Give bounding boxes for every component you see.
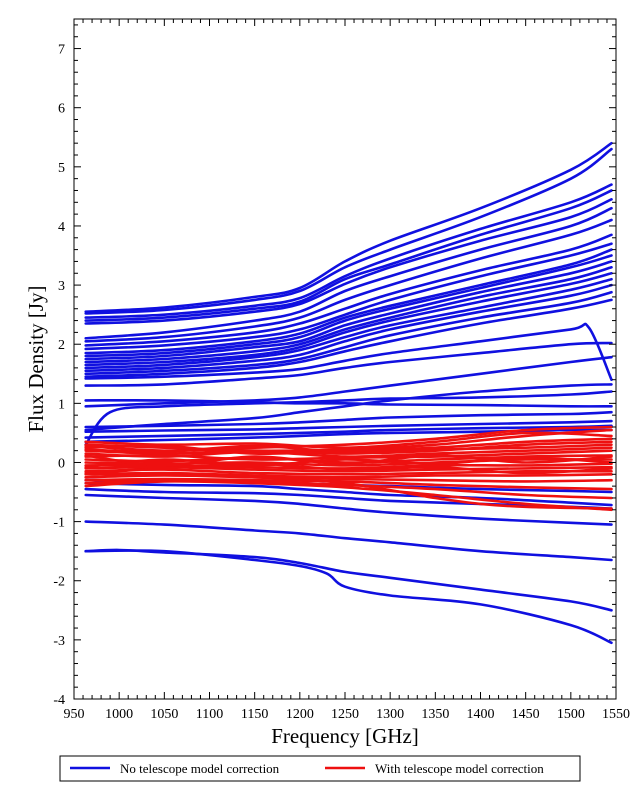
curves-layer	[84, 141, 613, 645]
blue-curve-0	[84, 141, 613, 313]
blue-curve-24	[84, 410, 613, 429]
x-tick-label: 1450	[512, 707, 540, 722]
blue-curve-26	[84, 424, 613, 439]
blue-curve-5	[84, 206, 613, 340]
blue-curve-10	[84, 254, 613, 358]
y-tick-label: 3	[58, 279, 65, 294]
blue-curve-3	[84, 189, 613, 322]
blue-curve-31	[84, 493, 613, 526]
blue-curve-15	[84, 283, 613, 373]
blue-curve-32	[84, 520, 613, 562]
x-tick-label: 1100	[196, 707, 223, 722]
red-curve-7	[84, 457, 613, 467]
x-tick-label: 1350	[421, 707, 449, 722]
blue-curve-29	[84, 481, 613, 507]
red-curve-3	[84, 440, 613, 455]
x-tick-label: 1200	[286, 707, 314, 722]
red-curve-16	[84, 473, 613, 510]
blue-curve-12	[84, 266, 613, 364]
x-tick-label: 950	[64, 707, 85, 722]
red-curve-5	[84, 449, 613, 461]
blue-curve-21	[84, 383, 613, 432]
blue-curve-23	[84, 398, 613, 408]
blue-curve-33	[84, 548, 613, 612]
blue-curve-17	[84, 298, 613, 378]
y-tick-label: -2	[53, 575, 65, 590]
x-tick-label: 1500	[557, 707, 585, 722]
red-curve-19	[84, 454, 613, 467]
blue-curve-8	[84, 242, 613, 351]
blue-curve-13	[84, 272, 613, 367]
x-tick-label: 1050	[150, 707, 178, 722]
blue-curve-19	[84, 341, 613, 387]
y-tick-label: 4	[58, 220, 65, 235]
x-tick-label: 1150	[241, 707, 268, 722]
red-curve-18	[84, 456, 613, 469]
x-tick-label: 1000	[105, 707, 133, 722]
blue-curve-9	[84, 248, 613, 355]
blue-curve-34	[84, 549, 613, 645]
y-tick-label: -4	[53, 693, 65, 708]
y-tick-label: 1	[58, 397, 65, 412]
x-axis-label: Frequency [GHz]	[271, 724, 419, 748]
x-tick-label: 1400	[467, 707, 495, 722]
y-tick-label: 2	[58, 338, 65, 353]
blue-curve-27	[84, 428, 613, 444]
legend-label-with-correction: With telescope model correction	[375, 761, 544, 776]
x-tick-label: 1550	[602, 707, 630, 722]
axis-ticks: 950 1000 1050 1100 1150 1200 1250 1300 1350 1400 1…	[53, 19, 630, 722]
red-curve-21	[84, 443, 613, 454]
blue-curve-2	[84, 183, 613, 319]
y-tick-label: 0	[58, 456, 65, 471]
blue-curve-18	[84, 322, 613, 381]
legend-box	[59, 755, 581, 782]
blue-curve-1	[84, 147, 613, 315]
blue-curve-11	[84, 260, 613, 361]
blue-curve-22	[84, 390, 613, 446]
legend-label-no-correction: No telescope model correction	[120, 761, 280, 776]
y-tick-label: 6	[58, 102, 65, 117]
plot-frame	[73, 18, 617, 700]
x-tick-label: 1300	[376, 707, 404, 722]
y-tick-label: 5	[58, 161, 65, 176]
x-tick-label: 1250	[331, 707, 359, 722]
blue-curve-25	[84, 419, 613, 433]
red-curve-15	[84, 479, 613, 512]
y-tick-label: -3	[53, 634, 65, 649]
y-tick-label: -1	[53, 516, 65, 531]
y-axis-label: Flux Density [Jy]	[24, 286, 48, 433]
blue-curve-4	[84, 198, 613, 325]
red-curve-20	[84, 462, 613, 475]
blue-curve-14	[84, 277, 613, 370]
legend: No telescope model correction With teles…	[59, 755, 581, 782]
blue-curve-7	[84, 233, 613, 347]
blue-curve-20	[84, 355, 613, 408]
blue-curve-6	[84, 218, 613, 343]
blue-curve-16	[84, 290, 613, 376]
y-tick-label: 7	[58, 43, 65, 58]
